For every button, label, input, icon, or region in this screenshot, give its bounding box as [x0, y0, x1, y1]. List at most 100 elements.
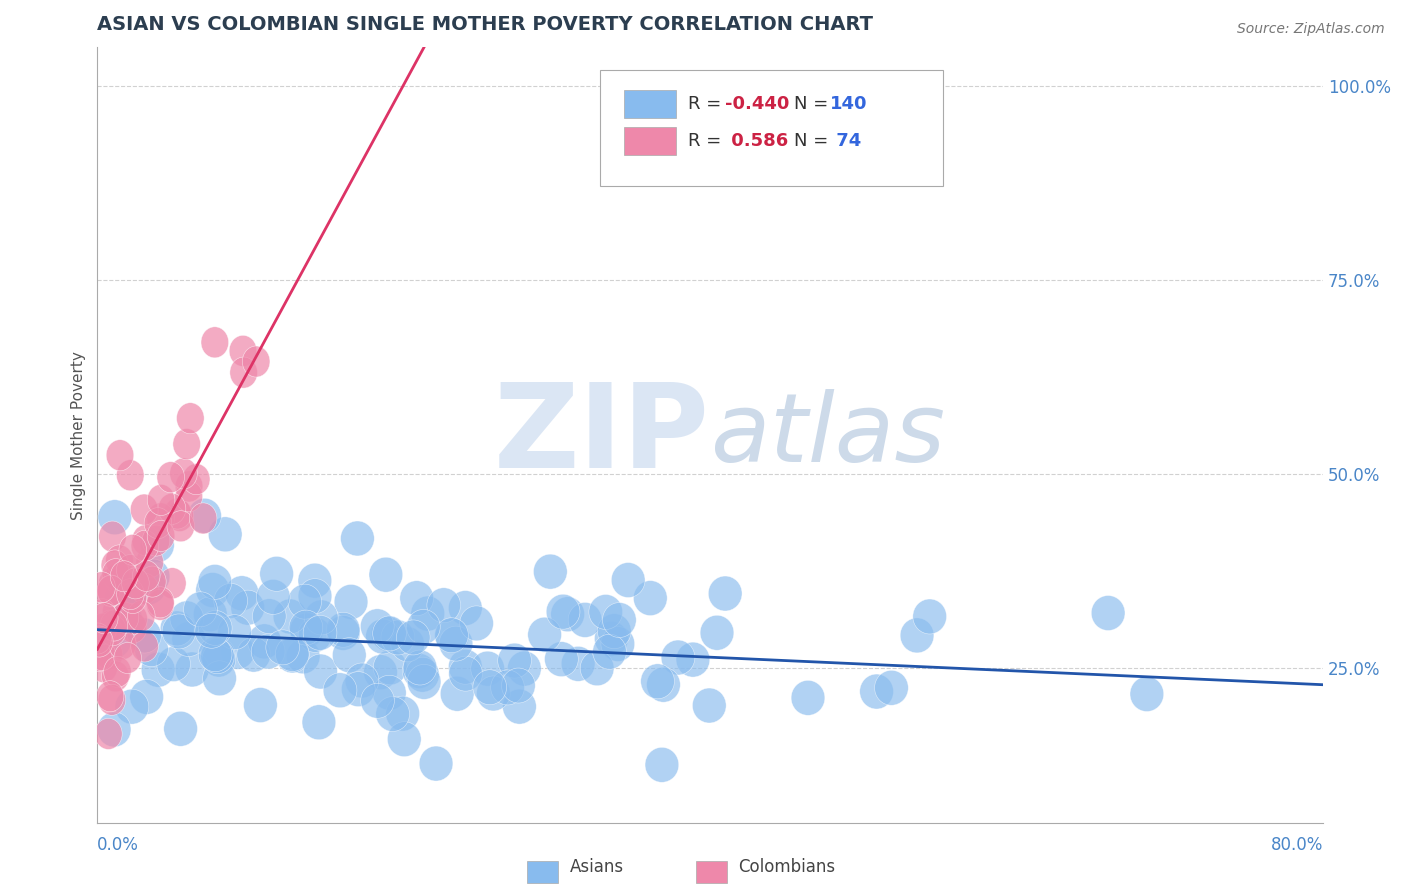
- Ellipse shape: [700, 615, 734, 650]
- Ellipse shape: [117, 459, 143, 491]
- Ellipse shape: [148, 520, 174, 551]
- Ellipse shape: [436, 618, 470, 653]
- Ellipse shape: [589, 594, 623, 630]
- FancyBboxPatch shape: [624, 128, 676, 155]
- Ellipse shape: [101, 661, 129, 692]
- Ellipse shape: [218, 615, 252, 649]
- Ellipse shape: [323, 673, 357, 707]
- Text: 0.0%: 0.0%: [97, 836, 139, 855]
- Ellipse shape: [366, 619, 399, 654]
- Ellipse shape: [612, 563, 645, 598]
- Ellipse shape: [221, 634, 254, 669]
- Ellipse shape: [145, 508, 172, 539]
- Ellipse shape: [229, 335, 257, 367]
- Text: N =: N =: [793, 95, 834, 113]
- Ellipse shape: [139, 566, 166, 597]
- Ellipse shape: [288, 584, 322, 619]
- Ellipse shape: [194, 597, 228, 632]
- Text: 80.0%: 80.0%: [1271, 836, 1323, 855]
- Ellipse shape: [131, 574, 159, 604]
- Ellipse shape: [460, 606, 494, 640]
- Ellipse shape: [260, 557, 294, 591]
- Ellipse shape: [502, 668, 536, 703]
- Ellipse shape: [128, 600, 155, 632]
- Ellipse shape: [122, 568, 149, 599]
- Ellipse shape: [184, 591, 218, 627]
- Ellipse shape: [135, 632, 169, 666]
- FancyBboxPatch shape: [600, 70, 943, 186]
- Ellipse shape: [533, 554, 567, 589]
- Ellipse shape: [449, 649, 482, 684]
- Ellipse shape: [603, 603, 636, 638]
- Text: ASIAN VS COLOMBIAN SINGLE MOTHER POVERTY CORRELATION CHART: ASIAN VS COLOMBIAN SINGLE MOTHER POVERTY…: [97, 15, 873, 34]
- Ellipse shape: [247, 624, 281, 659]
- Ellipse shape: [103, 558, 129, 590]
- Ellipse shape: [634, 581, 668, 615]
- Ellipse shape: [115, 690, 149, 724]
- Ellipse shape: [581, 651, 614, 686]
- Ellipse shape: [551, 597, 585, 632]
- Ellipse shape: [117, 555, 143, 586]
- Ellipse shape: [709, 576, 742, 611]
- Ellipse shape: [100, 610, 128, 641]
- Ellipse shape: [391, 627, 425, 662]
- Ellipse shape: [183, 464, 209, 495]
- Ellipse shape: [142, 525, 170, 556]
- Ellipse shape: [159, 493, 186, 524]
- Ellipse shape: [111, 602, 139, 633]
- Ellipse shape: [472, 670, 506, 705]
- Ellipse shape: [375, 697, 409, 731]
- Ellipse shape: [132, 569, 166, 605]
- Text: 74: 74: [831, 132, 862, 151]
- Ellipse shape: [676, 642, 710, 677]
- Ellipse shape: [101, 549, 129, 581]
- Ellipse shape: [198, 565, 232, 599]
- Ellipse shape: [361, 683, 394, 718]
- Ellipse shape: [645, 747, 679, 782]
- Ellipse shape: [141, 527, 174, 563]
- Ellipse shape: [156, 647, 190, 681]
- Ellipse shape: [381, 620, 415, 655]
- Ellipse shape: [90, 603, 118, 633]
- Text: Colombians: Colombians: [738, 857, 835, 876]
- Ellipse shape: [298, 579, 332, 614]
- Ellipse shape: [477, 676, 510, 711]
- Ellipse shape: [875, 670, 908, 706]
- Ellipse shape: [402, 654, 436, 689]
- Ellipse shape: [332, 638, 366, 673]
- Ellipse shape: [440, 676, 474, 711]
- Ellipse shape: [1091, 596, 1125, 631]
- Ellipse shape: [335, 584, 368, 619]
- Ellipse shape: [449, 591, 482, 625]
- Ellipse shape: [404, 650, 437, 685]
- Ellipse shape: [84, 640, 111, 672]
- Ellipse shape: [544, 641, 578, 677]
- Ellipse shape: [287, 639, 321, 673]
- Ellipse shape: [187, 499, 221, 533]
- Ellipse shape: [163, 711, 197, 747]
- Ellipse shape: [104, 563, 132, 594]
- Ellipse shape: [912, 599, 946, 634]
- Ellipse shape: [110, 561, 138, 591]
- Ellipse shape: [290, 613, 323, 648]
- Text: R =: R =: [688, 95, 727, 113]
- Ellipse shape: [120, 534, 146, 566]
- Ellipse shape: [176, 652, 209, 687]
- Ellipse shape: [157, 462, 184, 492]
- Ellipse shape: [491, 670, 524, 705]
- Ellipse shape: [110, 604, 143, 639]
- Ellipse shape: [298, 563, 332, 599]
- Ellipse shape: [900, 618, 934, 653]
- Ellipse shape: [146, 590, 174, 620]
- Ellipse shape: [360, 609, 394, 644]
- Ellipse shape: [97, 624, 131, 658]
- Ellipse shape: [434, 618, 468, 653]
- FancyBboxPatch shape: [624, 90, 676, 118]
- Ellipse shape: [342, 672, 375, 706]
- Ellipse shape: [98, 521, 127, 552]
- Ellipse shape: [208, 516, 242, 552]
- Ellipse shape: [276, 637, 309, 672]
- Ellipse shape: [159, 567, 186, 599]
- Ellipse shape: [105, 580, 139, 615]
- Ellipse shape: [243, 688, 277, 723]
